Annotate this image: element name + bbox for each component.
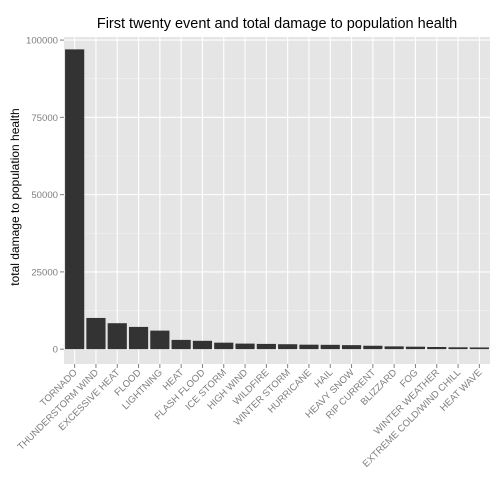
bar (320, 344, 340, 350)
chart-title: First twenty event and total damage to p… (97, 16, 457, 32)
bar (427, 347, 447, 350)
bar (405, 346, 426, 350)
bar (469, 347, 489, 350)
y-tick-label: 25000 (31, 267, 58, 278)
y-tick-label: 75000 (31, 113, 58, 124)
bar (235, 343, 255, 350)
bar (107, 323, 127, 350)
bar (214, 342, 234, 350)
y-axis: 0 25000 50000 75000 100000 (26, 35, 64, 356)
y-tick-label: 0 (53, 345, 58, 356)
bar (86, 317, 106, 350)
bar (192, 340, 213, 350)
bar (384, 346, 404, 350)
bars (65, 49, 489, 350)
bar (256, 343, 276, 350)
bar (171, 339, 191, 350)
y-tick-label: 100000 (26, 35, 58, 46)
y-axis-title: total damage to population health (8, 108, 22, 285)
bar (448, 347, 468, 350)
bar (299, 344, 319, 350)
y-tick-label: 50000 (31, 190, 58, 201)
bar (363, 345, 383, 350)
bar (128, 326, 149, 350)
bar (65, 49, 85, 350)
bar (278, 344, 298, 350)
plot-panel (64, 37, 490, 364)
bar (341, 345, 362, 350)
bar (150, 330, 170, 350)
